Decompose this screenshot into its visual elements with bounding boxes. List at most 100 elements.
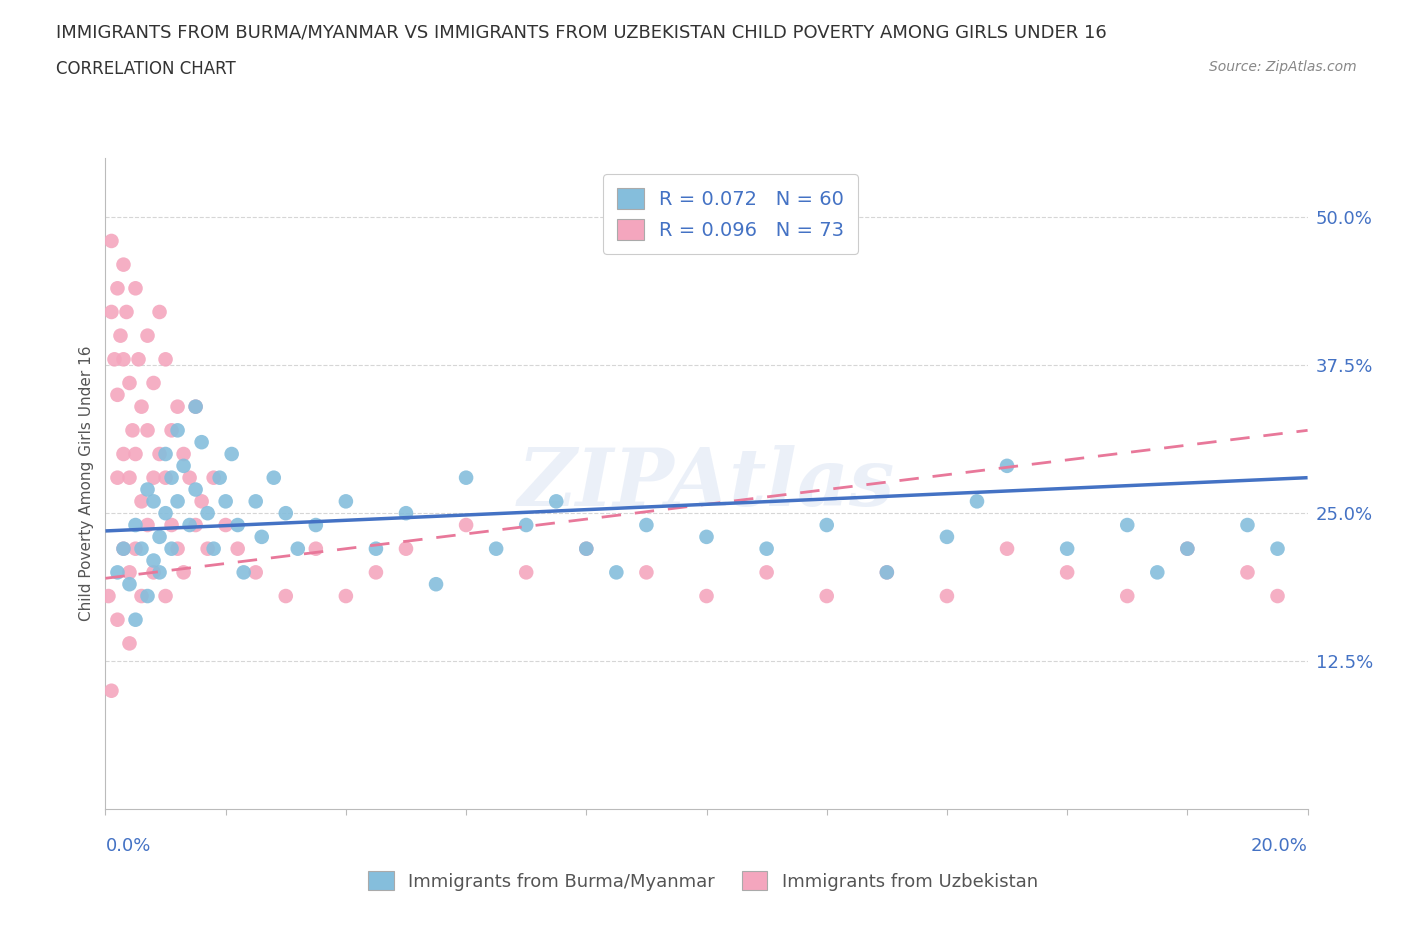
Point bbox=[515, 565, 537, 579]
Point bbox=[124, 446, 146, 461]
Point bbox=[121, 423, 143, 438]
Point bbox=[425, 577, 447, 591]
Point bbox=[636, 518, 658, 533]
Point bbox=[179, 518, 201, 533]
Point bbox=[208, 471, 231, 485]
Text: 0.0%: 0.0% bbox=[105, 837, 150, 855]
Point bbox=[214, 494, 236, 509]
Point bbox=[456, 518, 478, 533]
Point bbox=[263, 471, 285, 485]
Point bbox=[142, 471, 165, 485]
Point bbox=[103, 352, 125, 366]
Point bbox=[226, 518, 249, 533]
Point bbox=[197, 506, 219, 521]
Legend: Immigrants from Burma/Myanmar, Immigrants from Uzbekistan: Immigrants from Burma/Myanmar, Immigrant… bbox=[361, 863, 1045, 897]
Point bbox=[226, 541, 249, 556]
Point bbox=[335, 589, 357, 604]
Point bbox=[136, 328, 159, 343]
Point bbox=[221, 446, 243, 461]
Point bbox=[110, 328, 132, 343]
Point bbox=[696, 589, 718, 604]
Point bbox=[876, 565, 898, 579]
Point bbox=[755, 541, 778, 556]
Point bbox=[605, 565, 627, 579]
Point bbox=[232, 565, 254, 579]
Point bbox=[190, 434, 212, 449]
Point bbox=[274, 506, 297, 521]
Point bbox=[107, 471, 129, 485]
Point bbox=[1175, 541, 1198, 556]
Y-axis label: Child Poverty Among Girls Under 16: Child Poverty Among Girls Under 16 bbox=[79, 346, 94, 621]
Point bbox=[136, 589, 159, 604]
Point bbox=[966, 494, 988, 509]
Point bbox=[173, 446, 195, 461]
Point bbox=[160, 423, 183, 438]
Point bbox=[118, 577, 141, 591]
Point bbox=[936, 589, 959, 604]
Point bbox=[142, 494, 165, 509]
Point bbox=[815, 518, 838, 533]
Point bbox=[128, 352, 150, 366]
Point bbox=[202, 471, 225, 485]
Point bbox=[100, 684, 122, 698]
Point bbox=[173, 458, 195, 473]
Point bbox=[155, 471, 177, 485]
Point bbox=[202, 541, 225, 556]
Point bbox=[184, 518, 207, 533]
Point bbox=[936, 529, 959, 544]
Point bbox=[755, 565, 778, 579]
Point bbox=[160, 541, 183, 556]
Point bbox=[107, 281, 129, 296]
Point bbox=[456, 471, 478, 485]
Point bbox=[155, 352, 177, 366]
Point bbox=[155, 446, 177, 461]
Point bbox=[1146, 565, 1168, 579]
Point bbox=[131, 589, 153, 604]
Point bbox=[1267, 589, 1289, 604]
Point bbox=[160, 518, 183, 533]
Point bbox=[214, 518, 236, 533]
Point bbox=[1056, 565, 1078, 579]
Point bbox=[395, 506, 418, 521]
Point bbox=[107, 612, 129, 627]
Point bbox=[515, 518, 537, 533]
Point bbox=[112, 541, 135, 556]
Point bbox=[166, 494, 188, 509]
Point bbox=[166, 423, 188, 438]
Point bbox=[124, 541, 146, 556]
Point bbox=[364, 541, 387, 556]
Point bbox=[995, 541, 1018, 556]
Point bbox=[118, 565, 141, 579]
Point bbox=[118, 376, 141, 391]
Point bbox=[636, 565, 658, 579]
Point bbox=[876, 565, 898, 579]
Point bbox=[100, 304, 122, 319]
Point bbox=[136, 423, 159, 438]
Point bbox=[118, 636, 141, 651]
Point bbox=[1116, 589, 1139, 604]
Point bbox=[166, 541, 188, 556]
Point bbox=[148, 446, 170, 461]
Point bbox=[148, 304, 170, 319]
Legend: R = 0.072   N = 60, R = 0.096   N = 73: R = 0.072 N = 60, R = 0.096 N = 73 bbox=[603, 174, 858, 254]
Point bbox=[131, 541, 153, 556]
Point bbox=[485, 541, 508, 556]
Point bbox=[245, 494, 267, 509]
Point bbox=[305, 518, 328, 533]
Point bbox=[142, 553, 165, 568]
Text: CORRELATION CHART: CORRELATION CHART bbox=[56, 60, 236, 78]
Text: ZIPAtlas: ZIPAtlas bbox=[517, 445, 896, 523]
Point bbox=[395, 541, 418, 556]
Point bbox=[184, 482, 207, 497]
Point bbox=[124, 518, 146, 533]
Point bbox=[190, 494, 212, 509]
Point bbox=[97, 589, 120, 604]
Point bbox=[575, 541, 598, 556]
Point bbox=[184, 399, 207, 414]
Point bbox=[142, 565, 165, 579]
Point bbox=[124, 281, 146, 296]
Point bbox=[1236, 565, 1258, 579]
Point bbox=[160, 471, 183, 485]
Point bbox=[546, 494, 568, 509]
Point bbox=[131, 494, 153, 509]
